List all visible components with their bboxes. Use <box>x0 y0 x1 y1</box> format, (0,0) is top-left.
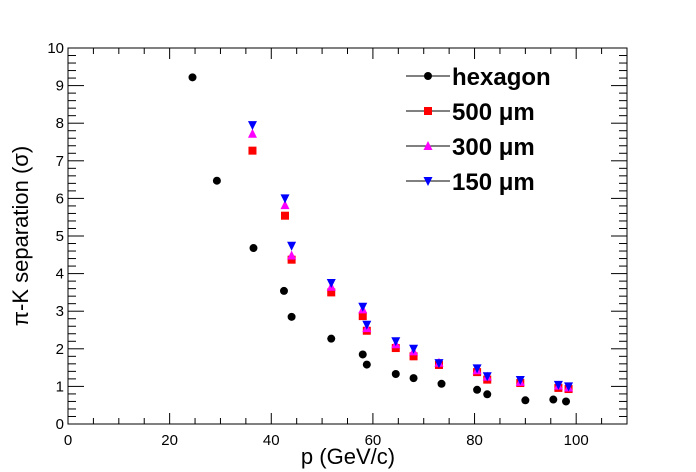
y-tick-label: 0 <box>56 416 64 433</box>
data-point <box>409 374 418 383</box>
y-tick-label: 5 <box>56 228 64 245</box>
data-point <box>287 241 297 251</box>
plot-frame <box>67 47 628 425</box>
data-point <box>212 176 221 185</box>
data-point <box>287 312 296 321</box>
legend: hexagon 500 μm 300 μm 150 μm <box>406 64 551 196</box>
x-tick-label: 20 <box>161 432 178 449</box>
data-point <box>562 397 571 406</box>
data-point <box>188 73 197 82</box>
y-axis-title: π-K separation (σ) <box>8 146 33 326</box>
x-tick-label: 100 <box>564 432 589 449</box>
data-point <box>247 121 257 131</box>
data-point <box>564 382 574 392</box>
x-tick-label: 40 <box>263 432 280 449</box>
data-point <box>483 390 492 399</box>
y-tick-label: 8 <box>56 115 64 132</box>
data-point <box>280 211 289 220</box>
x-tick-label: 0 <box>64 432 72 449</box>
data-point <box>549 395 558 404</box>
data-point <box>515 376 525 386</box>
data-point <box>248 146 257 155</box>
data-point <box>279 286 288 295</box>
legend-label: 300 μm <box>452 134 535 161</box>
x-tick-label: 80 <box>466 432 483 449</box>
data-point <box>358 312 367 321</box>
data-point <box>280 194 290 204</box>
data-point <box>553 380 563 390</box>
y-tick-label: 6 <box>56 190 64 207</box>
data-point <box>287 250 297 260</box>
data-point <box>482 372 492 382</box>
data-point <box>280 200 290 210</box>
data-point <box>391 369 400 378</box>
data-point <box>437 379 446 388</box>
data-point <box>358 350 367 359</box>
data-point <box>327 334 336 343</box>
data-point <box>326 279 336 288</box>
y-tick-label: 3 <box>56 303 64 320</box>
data-point <box>391 337 401 347</box>
y-axis-ticks <box>68 47 627 425</box>
data-point <box>521 396 530 405</box>
x-tick-label: 60 <box>365 432 382 449</box>
y-tick-label: 9 <box>56 78 64 95</box>
data-point <box>473 385 482 394</box>
data-point <box>409 344 419 354</box>
x-axis-title: p (GeV/c) <box>301 444 395 469</box>
series-0 <box>188 73 571 406</box>
data-point <box>362 320 372 330</box>
y-tick-label: 7 <box>56 153 64 170</box>
y-tick-label: 4 <box>56 266 64 283</box>
legend-entry: 300 μm <box>406 134 535 161</box>
data-points <box>188 73 574 406</box>
y-tick-label: 2 <box>56 341 64 358</box>
legend-entry: 150 μm <box>406 169 535 196</box>
legend-entry: hexagon <box>406 64 551 91</box>
data-point <box>409 352 418 361</box>
series-3 <box>247 121 574 392</box>
legend-label: 500 μm <box>452 99 535 126</box>
data-point <box>247 128 257 138</box>
y-tick-label: 1 <box>56 378 64 395</box>
legend-entry: 500 μm <box>406 99 535 126</box>
data-point <box>362 360 371 369</box>
data-point <box>434 359 444 369</box>
y-tick-label: 10 <box>47 40 64 57</box>
legend-marker <box>424 72 432 80</box>
legend-label: 150 μm <box>452 169 535 196</box>
x-axis-ticks <box>67 48 628 424</box>
data-point <box>358 302 368 312</box>
x-axis-tick-labels: 0 20 40 60 80 100 <box>64 432 589 449</box>
legend-marker <box>423 177 433 186</box>
data-point <box>287 255 296 264</box>
data-point <box>472 364 482 374</box>
data-point <box>249 244 258 253</box>
legend-marker <box>423 141 433 150</box>
legend-marker <box>424 107 432 115</box>
legend-label: hexagon <box>452 64 551 91</box>
data-point <box>327 288 336 297</box>
y-axis-tick-labels: 0 1 2 3 4 5 6 7 8 9 10 <box>47 40 64 433</box>
